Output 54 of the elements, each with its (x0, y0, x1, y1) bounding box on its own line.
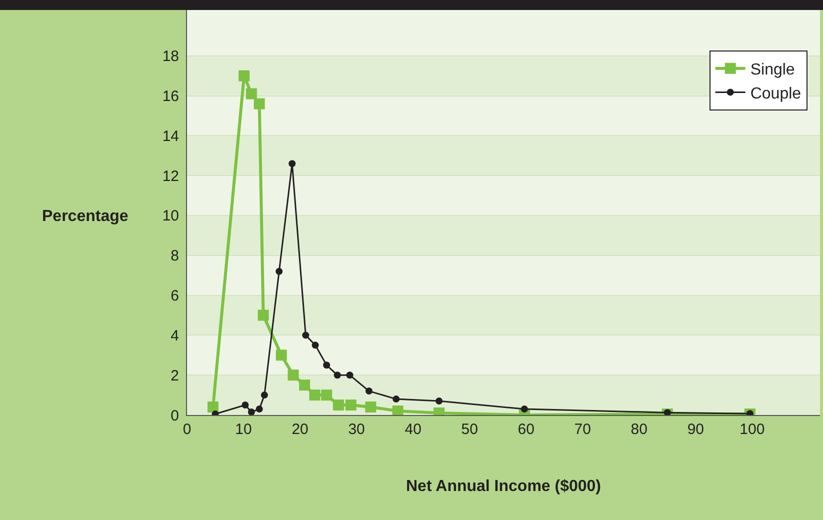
y-tick-label: 16 (162, 88, 179, 106)
legend-label: Couple (750, 85, 802, 102)
y-tick-label: 14 (162, 128, 179, 145)
point (321, 390, 332, 401)
point (288, 160, 296, 168)
point (332, 400, 344, 411)
point (260, 392, 268, 399)
x-tick-label: 50 (461, 421, 478, 438)
point (258, 310, 269, 321)
y-tick-label: 0 (170, 407, 179, 424)
point (242, 402, 249, 409)
y-tick-label: 4 (170, 327, 179, 344)
point (365, 402, 376, 413)
point (365, 388, 372, 395)
x-tick-label: 100 (740, 421, 765, 438)
x-tick-label: 0 (182, 421, 192, 438)
y-tick-label: 12 (162, 168, 179, 185)
y-tick-label: 18 (162, 48, 179, 66)
x-tick-label: 30 (348, 421, 365, 438)
legend-label: Single (750, 62, 795, 79)
point (302, 332, 310, 339)
x-axis-title: Net Annual Income ($000) (406, 478, 602, 495)
y-axis-title: Percentage (42, 208, 128, 225)
point (299, 380, 310, 391)
point (276, 350, 287, 361)
point (256, 406, 263, 413)
point (208, 402, 218, 413)
y-tick-label: 6 (170, 288, 179, 305)
point (312, 342, 319, 349)
x-tick-label: 70 (574, 421, 591, 438)
point (323, 362, 330, 369)
point (392, 406, 404, 415)
point (334, 372, 341, 379)
point (309, 390, 320, 401)
point (288, 370, 299, 381)
point (436, 398, 443, 405)
y-tick-label: 10 (162, 208, 179, 225)
x-tick-label: 80 (630, 421, 648, 438)
point (254, 98, 265, 110)
y-tick-label: 8 (170, 248, 179, 265)
x-tick-label: 40 (404, 421, 422, 438)
point (276, 268, 283, 275)
x-tick-label: 20 (292, 421, 308, 438)
point (248, 408, 255, 415)
point (346, 372, 354, 379)
point (345, 400, 356, 411)
x-tick-label: 10 (235, 421, 252, 438)
x-tick-label: 60 (518, 421, 534, 438)
point (246, 88, 257, 100)
point (238, 70, 250, 82)
point (392, 396, 400, 403)
point (520, 406, 528, 413)
x-tick-label: 90 (687, 421, 704, 438)
y-tick-label: 2 (170, 367, 179, 384)
